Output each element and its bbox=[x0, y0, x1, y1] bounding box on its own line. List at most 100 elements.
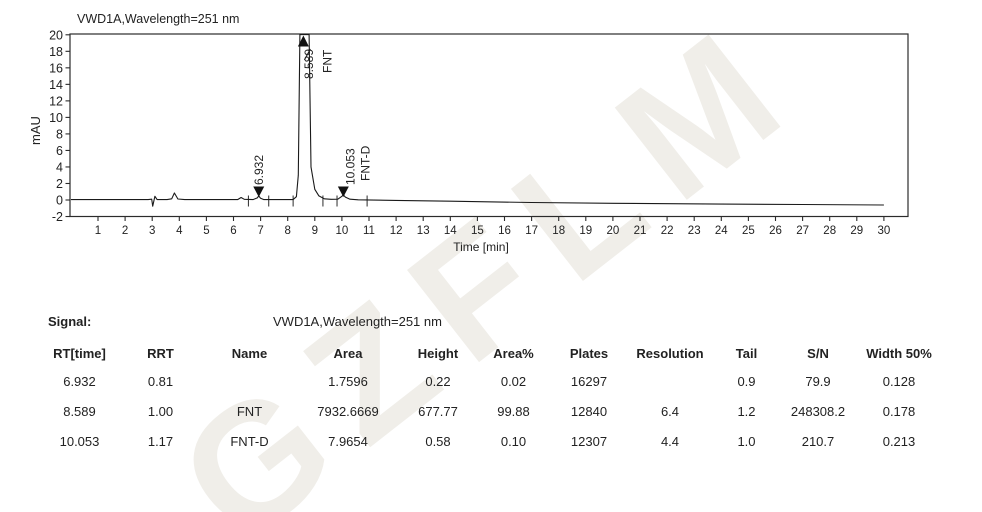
column-header-rrt: RRT bbox=[147, 346, 174, 361]
x-tick-label: 2 bbox=[122, 225, 128, 237]
column-header-s-n: S/N bbox=[807, 346, 829, 361]
y-tick-label: 8 bbox=[56, 127, 63, 141]
x-tick-label: 13 bbox=[417, 225, 430, 237]
table-cell: FNT bbox=[236, 403, 263, 419]
x-tick-label: 15 bbox=[471, 225, 484, 237]
table-cell: 0.81 bbox=[147, 373, 174, 389]
results-table-body: 6.932 0.81 1.7596 0.22 0.02 16297 0.9 79.9 0.128… bbox=[39, 366, 944, 456]
x-tick-label: 26 bbox=[769, 225, 782, 237]
x-tick-label: 19 bbox=[579, 225, 592, 237]
y-tick-label: 2 bbox=[56, 177, 63, 191]
table-cell: 0.213 bbox=[882, 433, 916, 449]
column-header-height: Height bbox=[417, 346, 459, 361]
x-tick-label: 4 bbox=[176, 225, 183, 237]
x-tick-label: 3 bbox=[149, 225, 155, 237]
table-cell: 1.2 bbox=[737, 403, 756, 419]
x-tick-label: 14 bbox=[444, 225, 457, 237]
column-header-tail: Tail bbox=[735, 346, 758, 361]
column-header-plates: Plates bbox=[569, 346, 609, 361]
table-cell bbox=[629, 366, 711, 396]
signal-label: Signal: bbox=[48, 314, 92, 329]
table-cell bbox=[201, 366, 298, 396]
table-cell: 1.7596 bbox=[328, 373, 368, 389]
peak-rt-label: 10.053 bbox=[343, 148, 357, 185]
table-row: 8.589 1.00 FNT 7932.6669 677.77 99.88 12840 6.4… bbox=[39, 396, 944, 426]
signal-value: VWD1A,Wavelength=251 nm bbox=[273, 314, 442, 329]
chart-title: VWD1A,Wavelength=251 nm bbox=[77, 12, 239, 26]
y-tick-label: 0 bbox=[56, 194, 63, 208]
table-cell: 99.88 bbox=[497, 403, 530, 419]
x-tick-label: 9 bbox=[312, 225, 318, 237]
y-tick-label: 10 bbox=[49, 111, 63, 125]
x-tick-label: 17 bbox=[525, 225, 538, 237]
x-tick-label: 29 bbox=[850, 225, 863, 237]
table-cell: 79.9 bbox=[805, 373, 831, 389]
column-header-area: Area bbox=[333, 346, 363, 361]
x-tick-label: 27 bbox=[796, 225, 809, 237]
column-header-resolution: Resolution bbox=[636, 346, 704, 361]
y-tick-label: 18 bbox=[49, 45, 63, 59]
table-header-row: RT[time] RRT Name Area Height Area% Plates Reso… bbox=[39, 341, 944, 366]
table-row: 6.932 0.81 1.7596 0.22 0.02 16297 0.9 79.9 0.128 bbox=[39, 366, 944, 396]
chromatogram-chart: VWD1A,Wavelength=251 nm mAU Time [min] -… bbox=[28, 12, 909, 254]
signal-trace bbox=[70, 34, 884, 207]
table-cell: 10.053 bbox=[59, 433, 100, 449]
y-tick-label: 12 bbox=[49, 94, 63, 108]
table-cell: 6.932 bbox=[63, 373, 96, 389]
peak-name-label: FNT-D bbox=[358, 145, 372, 181]
peak-down-marker bbox=[253, 186, 265, 197]
x-tick-label: 8 bbox=[284, 225, 290, 237]
column-header-name: Name bbox=[231, 346, 268, 361]
x-tick-label: 18 bbox=[552, 225, 565, 237]
table-row: 10.053 1.17 FNT-D 7.9654 0.58 0.10 12307 4.4 1.0… bbox=[39, 426, 944, 456]
x-tick-label: 10 bbox=[336, 225, 349, 237]
table-cell: 0.22 bbox=[425, 373, 451, 389]
table-cell: 0.9 bbox=[737, 373, 756, 389]
x-tick-label: 7 bbox=[257, 225, 263, 237]
table-cell: 7.9654 bbox=[328, 433, 368, 449]
peak-apex-marker bbox=[297, 35, 309, 47]
table-cell: FNT-D bbox=[230, 433, 269, 449]
x-tick-label: 25 bbox=[742, 225, 755, 237]
table-cell: 8.589 bbox=[63, 403, 96, 419]
table-cell: 677.77 bbox=[418, 403, 458, 419]
x-tick-label: 11 bbox=[363, 225, 375, 237]
table-cell: 1.17 bbox=[147, 433, 174, 449]
x-tick-label: 28 bbox=[823, 225, 836, 237]
peak-name-label: FNT bbox=[320, 49, 334, 73]
y-tick-label: 14 bbox=[49, 78, 63, 92]
column-header-area-: Area% bbox=[493, 346, 534, 361]
x-tick-label: 30 bbox=[878, 225, 891, 237]
table-cell: 12840 bbox=[570, 403, 608, 419]
column-header-width-50-: Width 50% bbox=[866, 346, 932, 361]
x-axis-label: Time [min] bbox=[453, 240, 509, 254]
x-tick-label: 6 bbox=[230, 225, 236, 237]
table-cell: 4.4 bbox=[660, 433, 680, 449]
x-tick-label: 21 bbox=[634, 225, 647, 237]
y-tick-label: 6 bbox=[56, 144, 63, 158]
table-cell: 1.0 bbox=[737, 433, 756, 449]
peak-results-table: RT[time] RRT Name Area Height Area% Plates Reso… bbox=[39, 341, 944, 456]
y-tick-label: -2 bbox=[52, 210, 63, 224]
peak-rt-label: 6.932 bbox=[252, 155, 266, 185]
table-cell: 7932.6669 bbox=[317, 403, 379, 419]
y-tick-label: 4 bbox=[56, 160, 63, 174]
table-cell: 0.02 bbox=[500, 373, 527, 389]
y-tick-label: 20 bbox=[49, 28, 63, 42]
y-axis-label: mAU bbox=[28, 116, 43, 145]
x-tick-label: 20 bbox=[607, 225, 620, 237]
x-tick-label: 1 bbox=[95, 225, 101, 237]
table-cell: 0.178 bbox=[882, 403, 916, 419]
x-tick-label: 22 bbox=[661, 225, 674, 237]
x-tick-label: 16 bbox=[498, 225, 511, 237]
table-cell: 16297 bbox=[570, 373, 608, 389]
peak-rt-label: 8.589 bbox=[302, 49, 316, 79]
y-tick-label: 16 bbox=[49, 61, 63, 75]
table-cell: 0.10 bbox=[500, 433, 527, 449]
table-cell: 1.00 bbox=[147, 403, 174, 419]
table-cell: 210.7 bbox=[801, 433, 835, 449]
table-cell: 248308.2 bbox=[790, 403, 846, 419]
peak-down-marker bbox=[337, 186, 349, 197]
table-cell: 0.58 bbox=[425, 433, 451, 449]
